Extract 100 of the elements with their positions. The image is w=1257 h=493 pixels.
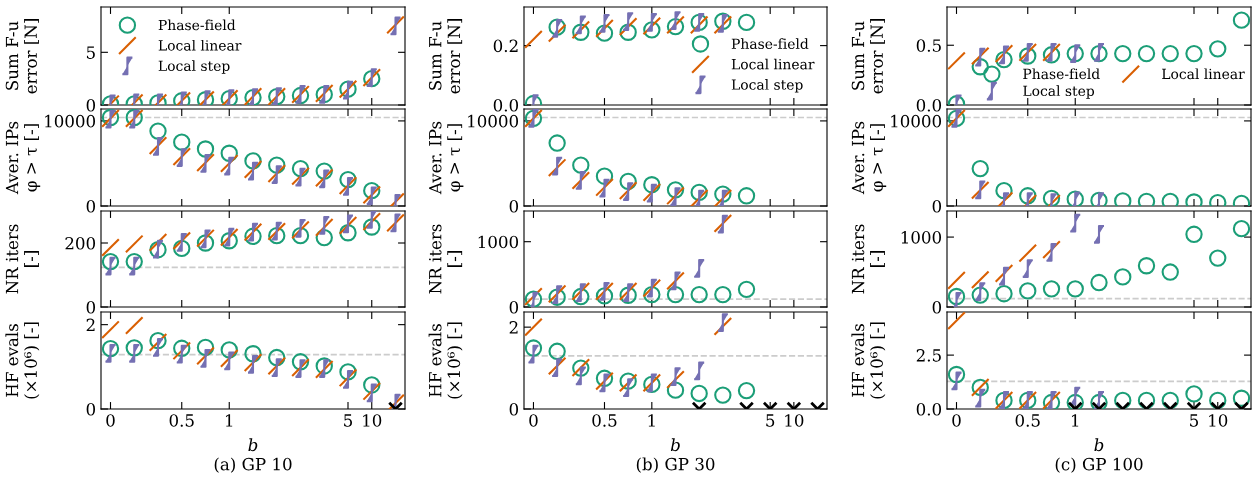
y-axis-title: Sum F-u error [N] — [428, 19, 463, 94]
point — [268, 226, 286, 245]
point — [1185, 225, 1203, 243]
x-tick-label: 5 — [1190, 414, 1199, 427]
y-axis-title: HF evals (×10⁶) [-] — [5, 322, 40, 399]
text: (c) GP 100 — [1055, 457, 1143, 473]
point — [1114, 192, 1132, 206]
point — [971, 159, 989, 178]
y-tick-label: 10000 — [891, 114, 942, 128]
point — [196, 140, 215, 158]
x-tick-label: 10 — [363, 414, 382, 427]
point — [595, 369, 614, 387]
point — [595, 287, 614, 305]
y-tick-label: 0 — [509, 402, 519, 416]
legend-label: Local step — [731, 79, 803, 93]
point — [101, 252, 120, 271]
legend-label: Local step — [158, 60, 230, 74]
point — [1137, 44, 1156, 63]
y-tick-label: 10000 — [45, 114, 96, 128]
point — [548, 134, 566, 152]
point — [1137, 391, 1156, 409]
point — [125, 339, 143, 357]
x-tick-label: 0 — [952, 414, 961, 427]
legend-label: Phase-field — [1023, 68, 1100, 80]
point — [363, 182, 381, 200]
point — [619, 23, 637, 41]
text: (a) GP 10 — [214, 457, 292, 473]
point — [1161, 192, 1179, 206]
y-tick-label: 0.0 — [916, 402, 942, 416]
x-axis-title: b — [670, 438, 680, 452]
point — [339, 170, 357, 189]
point — [666, 181, 685, 199]
legend-label: Phase-field — [158, 19, 236, 31]
y-tick-label: 0.5 — [916, 39, 941, 52]
point — [1232, 389, 1251, 407]
point — [196, 234, 215, 252]
point — [339, 363, 357, 381]
point — [315, 162, 333, 180]
point — [196, 338, 215, 357]
point — [690, 384, 708, 403]
point — [1209, 249, 1227, 267]
point — [220, 341, 238, 359]
point — [244, 227, 262, 245]
x-tick-label: 10 — [785, 414, 804, 427]
point — [1209, 40, 1227, 58]
y-tick-label: 0 — [86, 402, 96, 416]
x-tick-label: 1 — [648, 414, 655, 427]
point — [643, 285, 661, 304]
y-axis-title: Aver. IPs φ > τ [-] — [429, 121, 464, 195]
point — [268, 156, 286, 174]
point — [643, 21, 661, 39]
point — [572, 287, 590, 306]
point — [1114, 268, 1132, 286]
point — [947, 287, 966, 306]
x-tick-label: 0 — [529, 414, 538, 427]
point — [1066, 393, 1084, 409]
point — [173, 133, 191, 151]
point — [1209, 391, 1227, 409]
y-tick-label: 0 — [509, 199, 519, 213]
point — [1232, 220, 1251, 238]
point — [1019, 282, 1037, 300]
point — [690, 285, 708, 304]
point — [666, 285, 685, 304]
point — [220, 144, 238, 162]
y-axis-title: NR iters [-] — [851, 224, 885, 294]
point — [971, 58, 989, 76]
x-tick-label: 1 — [225, 414, 233, 427]
point — [1161, 44, 1179, 63]
point — [995, 50, 1013, 69]
point — [714, 285, 732, 304]
point — [737, 13, 756, 32]
point — [971, 286, 989, 304]
point — [220, 232, 238, 250]
x-tick-label: 1 — [1071, 414, 1079, 427]
point — [690, 183, 708, 202]
point — [595, 24, 614, 42]
point — [1114, 391, 1132, 409]
point — [524, 339, 543, 357]
point — [244, 152, 262, 170]
x-tick-label: 0.5 — [592, 414, 617, 427]
y-tick-label: 2 — [86, 318, 95, 331]
point — [173, 239, 191, 258]
legend-label: Local linear — [1162, 68, 1245, 80]
point — [268, 348, 286, 367]
y-tick-label: 2.5 — [916, 349, 941, 362]
point — [291, 226, 310, 245]
y-axis-title: Aver. IPs φ > τ [-] — [851, 121, 887, 195]
y-tick-label: 0 — [86, 199, 96, 213]
point — [1019, 47, 1037, 65]
point — [995, 285, 1013, 303]
point — [737, 381, 756, 400]
legend-label: Local linear — [731, 58, 815, 70]
x-tick-label: 5 — [766, 414, 775, 427]
point — [244, 345, 262, 363]
y-tick-label: 200 — [65, 236, 96, 250]
point — [666, 381, 685, 399]
point — [595, 167, 614, 185]
point — [101, 340, 120, 358]
point — [149, 122, 167, 140]
point — [1042, 280, 1061, 298]
